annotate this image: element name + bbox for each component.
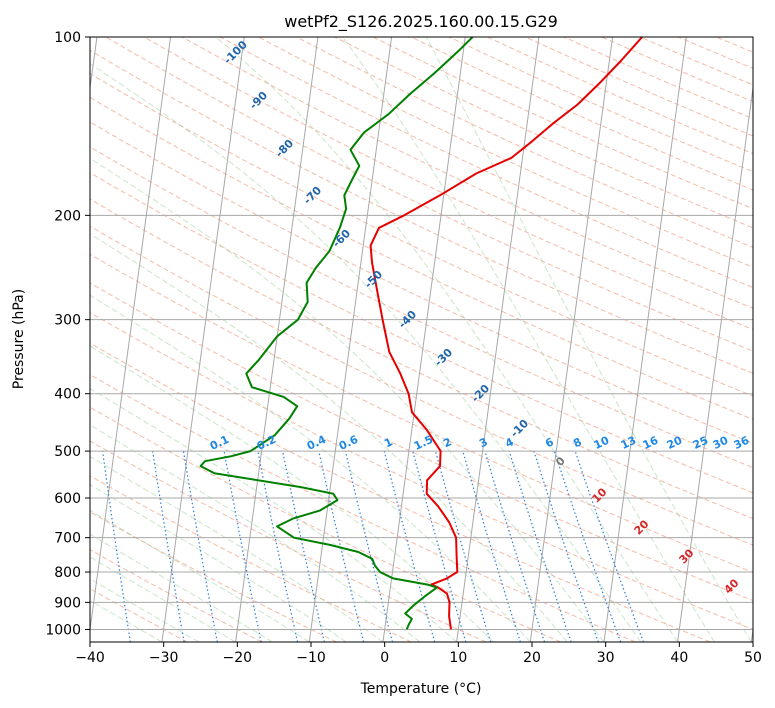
mixing-ratio-line: [223, 450, 262, 642]
moist-adiabat-line: [90, 578, 200, 642]
x-axis-label: Temperature (°C): [360, 681, 482, 697]
y-tick-label: 100: [54, 30, 81, 46]
x-tick-label: 10: [449, 650, 467, 666]
mixing-ratio-line: [574, 450, 644, 642]
isotherm-line: [456, 37, 540, 642]
axis-ticks: −40 −30 −20 −10 0 10 20 30 40 50 100 200 300 400 500 60…: [45, 30, 762, 666]
mixing-ratio-line: [383, 450, 436, 642]
dry-adiabat-line: [90, 311, 753, 630]
mixing-ratio-line: [553, 450, 622, 642]
moist-adiabat-line: [90, 484, 347, 642]
y-tick-label: 500: [54, 444, 81, 460]
x-tick-label: −30: [149, 650, 179, 666]
dry-adiabat-line: [90, 72, 753, 397]
x-tick-label: 40: [670, 650, 688, 666]
x-tick-label: 0: [380, 650, 389, 666]
isotherm-line: [308, 37, 393, 642]
moist-adiabat-line: [90, 63, 642, 642]
dry-adiabat-line: [90, 282, 753, 602]
profile-lines: [199, 37, 643, 630]
y-tick-label: 400: [54, 387, 81, 403]
dry-adiabat-line: [143, 37, 753, 331]
y-tick-label: 700: [54, 531, 81, 547]
moist-adiabat-line: [90, 455, 384, 642]
x-tick-label: −10: [296, 650, 326, 666]
mixing-ratio-label: 25: [691, 434, 710, 452]
mixing-ratio-line: [462, 450, 521, 642]
temperature-profile-line: [369, 37, 643, 630]
moist-adiabat-line: [425, 37, 752, 642]
x-tick-label: −40: [75, 650, 105, 666]
y-tick-label: 200: [54, 208, 81, 224]
mixing-ratio-line: [412, 450, 467, 642]
mixing-ratio-line: [282, 450, 325, 642]
mixing-ratio-label: 16: [641, 434, 661, 452]
x-tick-label: 30: [597, 650, 615, 666]
mixing-ratio-line: [102, 451, 131, 642]
dry-adiabat-line: [105, 37, 753, 352]
mixing-ratio-label: 10: [592, 434, 612, 452]
y-axis-label: Pressure (hPa): [11, 289, 27, 389]
isotherm-line: [529, 37, 614, 642]
moist-adiabat-line: [90, 424, 421, 642]
y-tick-label: 1000: [45, 622, 81, 638]
background-lines: [90, 37, 753, 642]
mixing-ratio-label: 13: [619, 434, 638, 452]
isotherm-line: [235, 37, 319, 642]
mixing-ratio-line: [533, 450, 599, 642]
dry-adiabat-line: [90, 49, 753, 374]
mixing-ratio-line: [344, 450, 394, 642]
dry-adiabat-line: [90, 440, 487, 642]
dry-adiabat-line: [90, 549, 263, 642]
mixing-ratio-line: [318, 450, 365, 642]
x-tick-label: 50: [744, 650, 762, 666]
moist-adiabat-line: [90, 294, 531, 642]
plot-frame: [89, 36, 754, 643]
mixing-ratio-line: [508, 450, 572, 642]
mixing-ratio-label: 36: [732, 434, 752, 452]
dry-adiabat-line: [90, 406, 561, 642]
x-tick-label: 20: [523, 650, 541, 666]
isotherm-line: [90, 37, 172, 634]
isotherm-line: [603, 37, 687, 642]
y-tick-label: 900: [54, 595, 81, 611]
y-tick-label: 300: [54, 313, 81, 329]
isotherm-line: [161, 37, 245, 642]
chart-title: wetPf2_S126.2025.160.00.15.G29: [284, 12, 558, 32]
y-tick-label: 600: [54, 491, 81, 507]
dewpoint-profile-line: [199, 37, 474, 630]
x-tick-label: −20: [223, 650, 253, 666]
isotherm-line: [382, 37, 466, 642]
isotherm-line: [677, 84, 753, 642]
dry-adiabat-line: [90, 198, 753, 520]
mixing-ratio-label: 30: [711, 434, 731, 452]
moist-adiabat-line: [342, 37, 715, 642]
mixing-ratio-line: [484, 450, 546, 642]
dry-adiabat-line: [181, 37, 753, 309]
mixing-ratio-line: [434, 450, 492, 642]
moist-adiabat-line: [215, 37, 679, 642]
moist-adiabat-line: [90, 387, 457, 642]
mixing-ratio-line: [257, 450, 299, 642]
y-tick-label: 800: [54, 565, 81, 581]
moist-adiabat-line: [90, 533, 273, 642]
mixing-ratio-label: 20: [665, 434, 685, 452]
dry-adiabat-line: [90, 225, 753, 546]
moist-adiabat-line: [90, 556, 236, 642]
